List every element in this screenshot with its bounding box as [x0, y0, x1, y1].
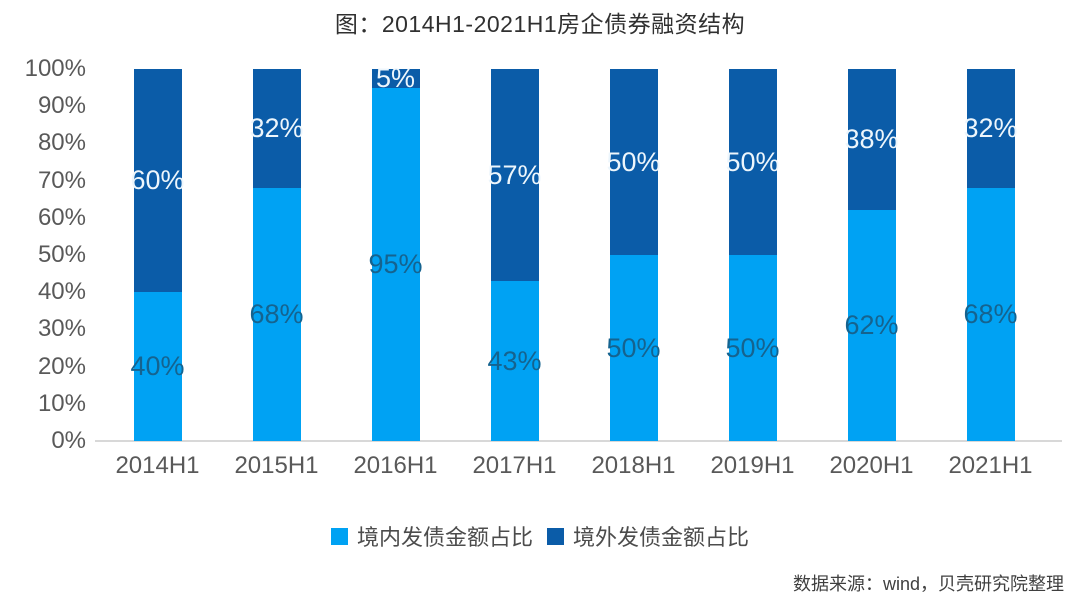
stacked-bar-2021h1: 32% 68%	[963, 69, 1018, 441]
segment-overseas-2017h1: 57%	[487, 69, 542, 282]
segment-domestic-2020h1: 62%	[844, 210, 899, 441]
legend-swatch-icon	[330, 527, 348, 545]
x-axis: 2014H1 2015H1 2016H1 2017H1 2018H1 2019H1 2020…	[98, 452, 1050, 480]
segment-overseas-2019h1: 50%	[725, 69, 780, 255]
y-axis-tick: 80%	[37, 129, 86, 157]
source-note: 数据来源：wind，贝壳研究院整理	[792, 574, 1064, 594]
y-axis-tick: 90%	[37, 92, 86, 120]
stacked-bar-2018h1: 50% 50%	[606, 69, 661, 441]
x-axis-label-2014h1: 2014H1	[115, 452, 200, 479]
bar-column-2014h1: 60% 40%	[98, 69, 217, 441]
bar-column-2018h1: 50% 50%	[574, 69, 693, 441]
segment-domestic-2018h1: 50%	[606, 255, 661, 441]
segment-domestic-2014h1: 40%	[130, 292, 185, 441]
segment-domestic-2019h1: 50%	[725, 255, 780, 441]
legend: 境内发债金额占比 境外发债金额占比	[0, 520, 1080, 552]
x-axis-label-2021h1: 2021H1	[948, 452, 1033, 479]
stacked-bar-2014h1: 60% 40%	[130, 69, 185, 441]
x-axis-label-2015h1: 2015H1	[234, 452, 319, 479]
x-axis-label-2016h1: 2016H1	[353, 452, 438, 479]
x-axis-label-2020h1: 2020H1	[829, 452, 914, 479]
bar-column-2016h1: 5% 95%	[336, 65, 455, 441]
bar-column-2015h1: 32% 68%	[217, 69, 336, 441]
x-axis-label-2017h1: 2017H1	[472, 452, 557, 479]
y-axis-tick: 20%	[37, 352, 86, 380]
stacked-bar-2019h1: 50% 50%	[725, 69, 780, 441]
stacked-bar-2020h1: 38% 62%	[844, 69, 899, 441]
segment-overseas-2020h1: 38%	[844, 69, 899, 211]
segment-overseas-2014h1: 60%	[130, 69, 185, 293]
stacked-bar-2015h1: 32% 68%	[249, 69, 304, 441]
x-axis-label-2019h1: 2019H1	[710, 452, 795, 479]
x-axis-label-2018h1: 2018H1	[591, 452, 676, 479]
legend-item-0: 境内发债金额占比	[330, 520, 533, 552]
y-axis-tick: 0%	[51, 427, 86, 454]
bar-column-2021h1: 32% 68%	[931, 69, 1050, 441]
y-axis-tick: 60%	[37, 203, 86, 231]
x-axis-baseline	[95, 440, 1062, 442]
legend-item-1: 境外发债金额占比	[547, 520, 749, 552]
segment-domestic-2016h1: 95%	[368, 87, 423, 441]
segment-overseas-2015h1: 32%	[249, 69, 304, 189]
y-axis: 100% 90% 80% 70% 60% 50% 40% 30% 20% 10% 0%	[0, 55, 86, 454]
bar-column-2020h1: 38% 62%	[812, 69, 931, 441]
legend-label: 境内发债金额占比	[356, 525, 533, 550]
y-axis-tick: 70%	[37, 166, 86, 194]
stacked-bar-2016h1: 5% 95%	[368, 65, 423, 441]
y-axis-tick: 100%	[24, 55, 86, 82]
segment-overseas-2021h1: 32%	[963, 69, 1018, 189]
segment-domestic-2021h1: 68%	[963, 188, 1018, 441]
y-axis-tick: 40%	[37, 278, 86, 306]
legend-swatch-icon	[547, 527, 564, 545]
y-axis-tick: 50%	[37, 241, 86, 268]
bar-column-2019h1: 50% 50%	[693, 69, 812, 441]
y-axis-tick: 10%	[37, 389, 86, 417]
segment-overseas-2016h1: 5%	[371, 65, 420, 91]
legend-label: 境外发债金额占比	[573, 525, 750, 550]
segment-overseas-2018h1: 50%	[606, 69, 661, 255]
y-axis-tick: 30%	[37, 315, 86, 343]
segment-domestic-2015h1: 68%	[249, 188, 304, 441]
bar-column-2017h1: 57% 43%	[455, 69, 574, 441]
segment-domestic-2017h1: 43%	[487, 281, 542, 441]
stacked-bar-2017h1: 57% 43%	[487, 69, 542, 441]
plot-area: 60% 40% 32% 68% 5% 95% 57% 43% 50% 50% 50% 50% 38% 62…	[98, 65, 1050, 441]
chart-title: 图：2014H1-2021H1房企债券融资结构	[334, 11, 746, 37]
